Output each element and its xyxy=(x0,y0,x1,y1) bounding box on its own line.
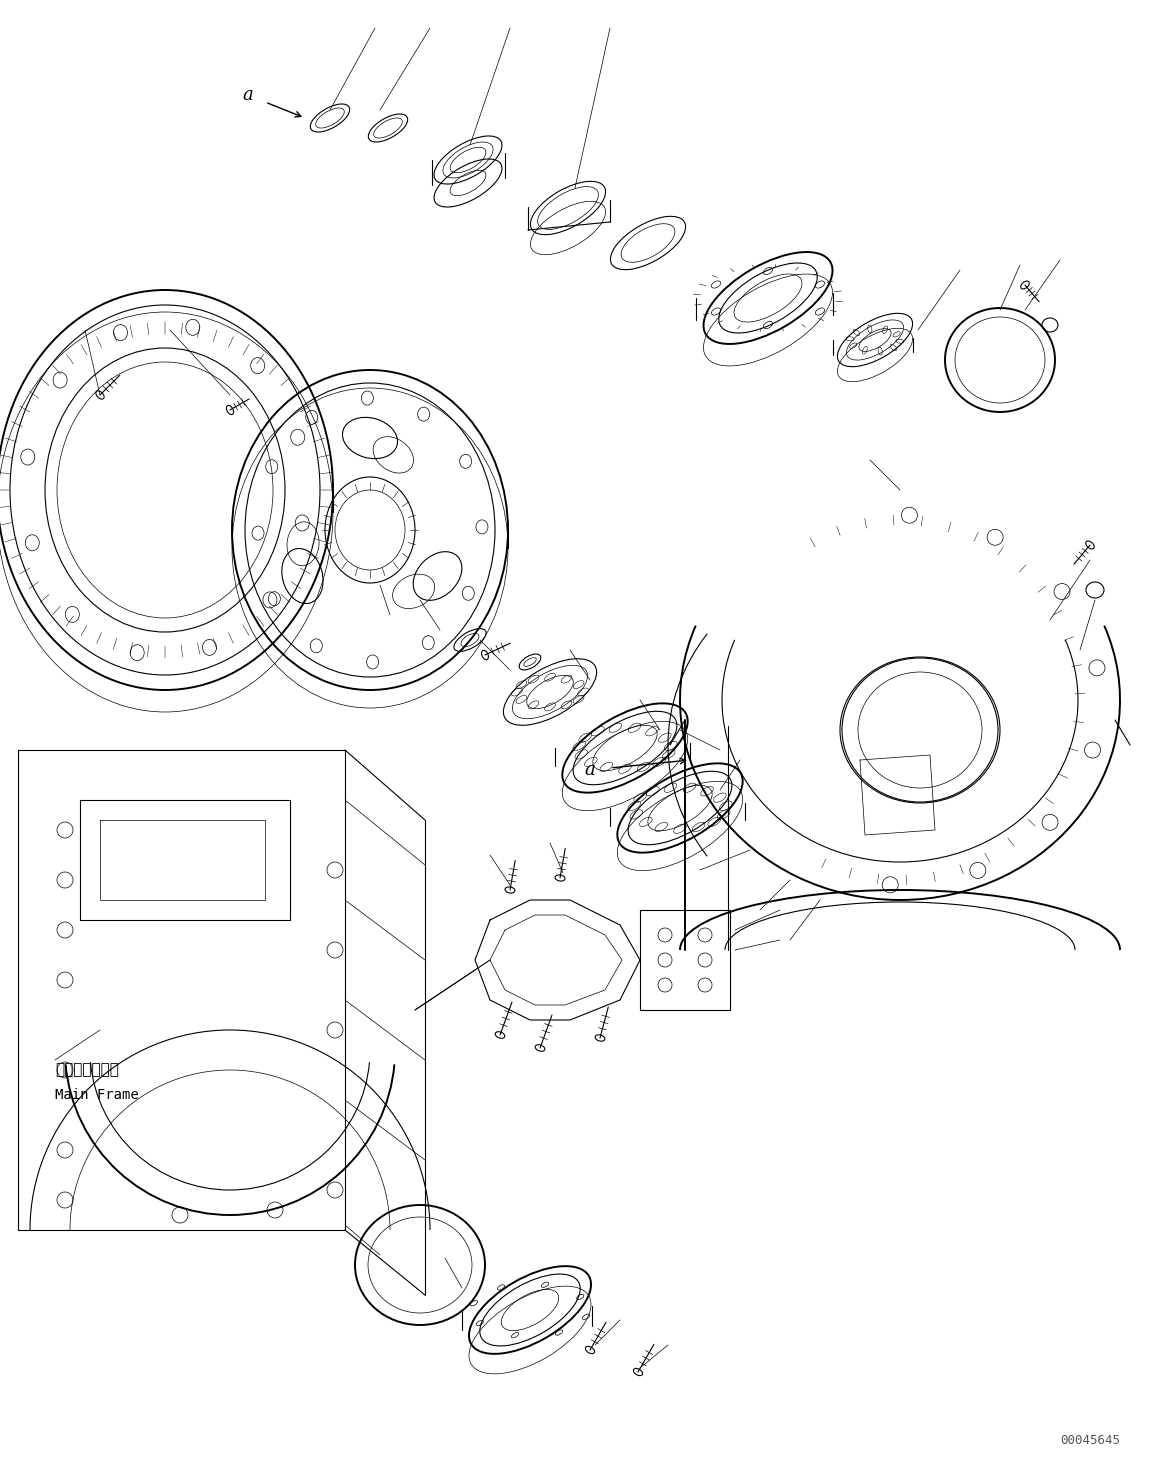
Text: a: a xyxy=(584,761,596,779)
Text: 00045645: 00045645 xyxy=(1060,1433,1120,1446)
Text: a: a xyxy=(242,86,254,104)
Text: メインフレーム: メインフレーム xyxy=(54,1063,119,1077)
Text: Main Frame: Main Frame xyxy=(54,1088,139,1102)
